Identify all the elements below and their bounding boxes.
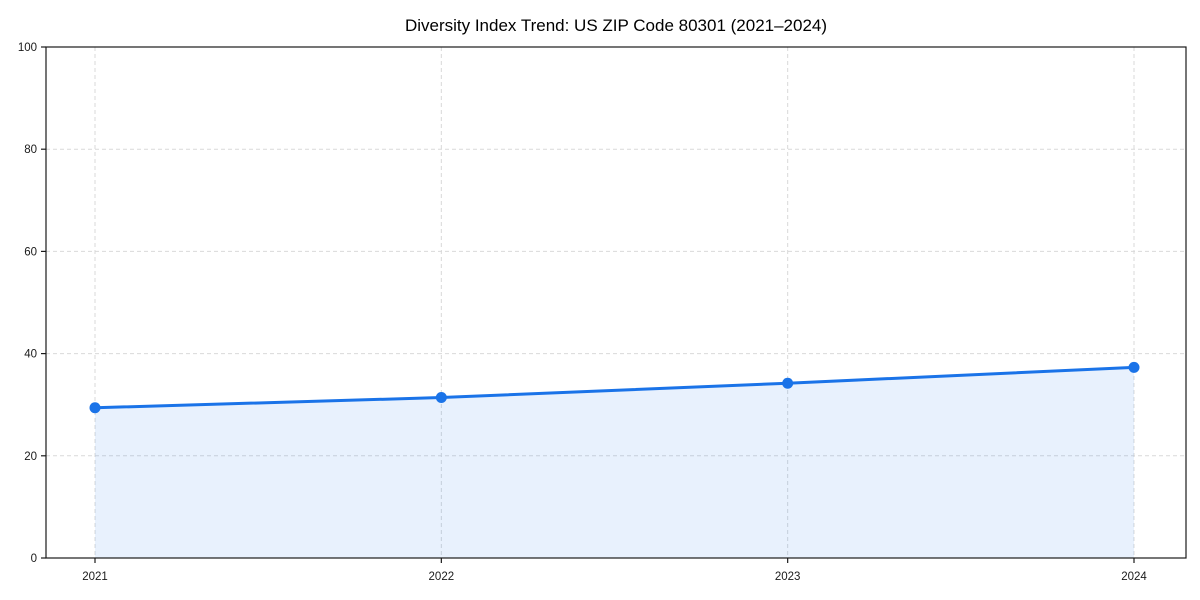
x-tick-label: 2022 [429,571,455,583]
y-tick-label: 60 [24,246,37,258]
chart-title: Diversity Index Trend: US ZIP Code 80301… [405,16,827,35]
tick-labels-layer: 0 20 40 60 80 100 2021 2022 2023 2024 [18,42,1148,583]
data-point-marker [89,402,101,414]
x-tick-label: 2021 [82,571,108,583]
x-tick-label: 2024 [1121,571,1147,583]
y-tick-label: 0 [31,553,37,565]
gridlines-layer [46,47,1186,558]
data-point-marker [1128,361,1140,373]
trend-line-layer [93,365,1136,410]
y-tick-label: 40 [24,349,37,361]
y-tick-label: 20 [24,451,37,463]
data-point-marker [782,377,794,389]
x-tick-label: 2023 [775,571,801,583]
area-fill-layer [95,367,1134,558]
data-points-layer [89,361,1140,414]
data-point-marker [435,392,447,404]
y-tick-label: 80 [24,144,37,156]
plot-frame [45,46,1187,559]
axes-layer [41,46,1187,563]
trend-line [93,365,1136,410]
y-tick-label: 100 [18,42,37,54]
area-fill [95,367,1134,558]
